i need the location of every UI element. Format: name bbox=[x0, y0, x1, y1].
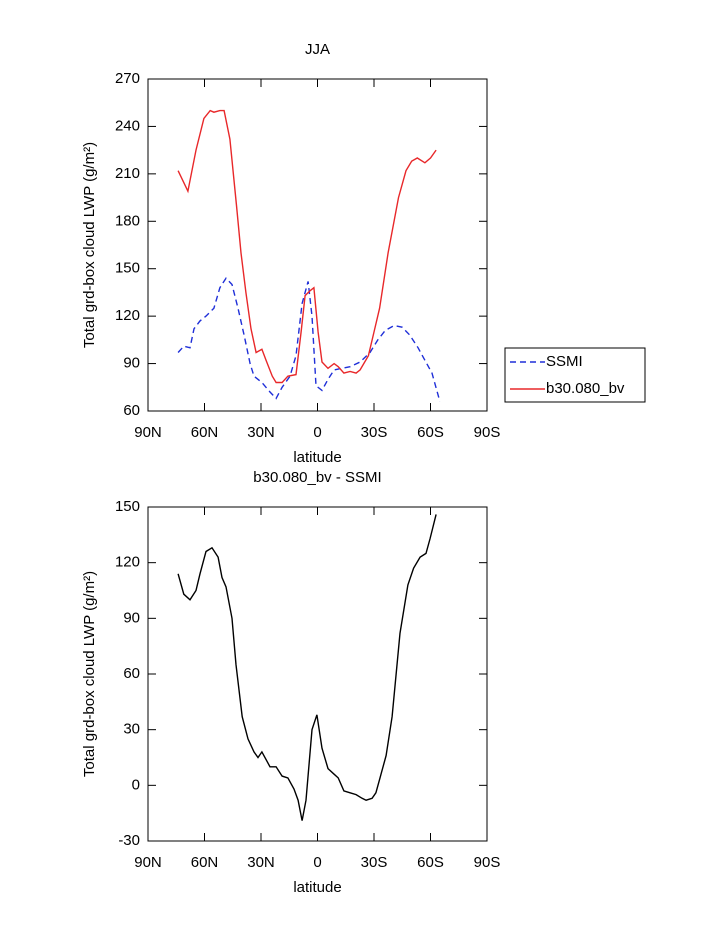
y-tick-label: -30 bbox=[118, 832, 140, 849]
y-tick-label: 180 bbox=[115, 212, 140, 229]
x-axis-label: latitude bbox=[293, 879, 341, 896]
data-line bbox=[177, 277, 441, 402]
y-tick-label: 60 bbox=[123, 402, 140, 419]
x-tick-label: 60N bbox=[191, 424, 219, 441]
data-line bbox=[177, 109, 437, 384]
y-tick-label: 150 bbox=[115, 498, 140, 515]
x-tick-label: 60S bbox=[417, 854, 444, 871]
y-axis-label: Total grd-box cloud LWP (g/m²) bbox=[81, 571, 98, 777]
y-tick-label: 240 bbox=[115, 117, 140, 134]
plot-frame bbox=[147, 78, 488, 412]
y-tick-label: 210 bbox=[115, 165, 140, 182]
y-tick-label: 0 bbox=[132, 776, 140, 793]
y-tick-label: 90 bbox=[123, 609, 140, 626]
x-tick-label: 30S bbox=[361, 424, 388, 441]
y-axis-label: Total grd-box cloud LWP (g/m²) bbox=[81, 142, 98, 348]
y-tick-label: 90 bbox=[123, 355, 140, 372]
legend-label: SSMI bbox=[546, 353, 583, 370]
x-tick-label: 60N bbox=[191, 854, 219, 871]
x-tick-label: 60S bbox=[417, 424, 444, 441]
y-tick-label: 150 bbox=[115, 260, 140, 277]
x-tick-label: 0 bbox=[313, 854, 321, 871]
x-axis-label: latitude bbox=[293, 449, 341, 466]
x-tick-label: 90S bbox=[474, 854, 501, 871]
y-tick-label: 30 bbox=[123, 721, 140, 738]
x-tick-label: 90N bbox=[134, 854, 162, 871]
x-tick-label: 30N bbox=[247, 854, 275, 871]
x-tick-label: 30S bbox=[361, 854, 388, 871]
chart-title: b30.080_bv - SSMI bbox=[253, 469, 381, 486]
y-tick-label: 120 bbox=[115, 554, 140, 571]
plot-frame bbox=[147, 506, 488, 842]
x-tick-label: 30N bbox=[247, 424, 275, 441]
y-tick-label: 120 bbox=[115, 307, 140, 324]
chart-title: JJA bbox=[305, 41, 330, 58]
y-tick-label: 60 bbox=[123, 665, 140, 682]
x-tick-label: 0 bbox=[313, 424, 321, 441]
legend-box bbox=[504, 347, 646, 403]
y-tick-label: 270 bbox=[115, 70, 140, 87]
legend-label: b30.080_bv bbox=[546, 380, 625, 397]
x-tick-label: 90S bbox=[474, 424, 501, 441]
data-line bbox=[177, 514, 437, 821]
x-tick-label: 90N bbox=[134, 424, 162, 441]
